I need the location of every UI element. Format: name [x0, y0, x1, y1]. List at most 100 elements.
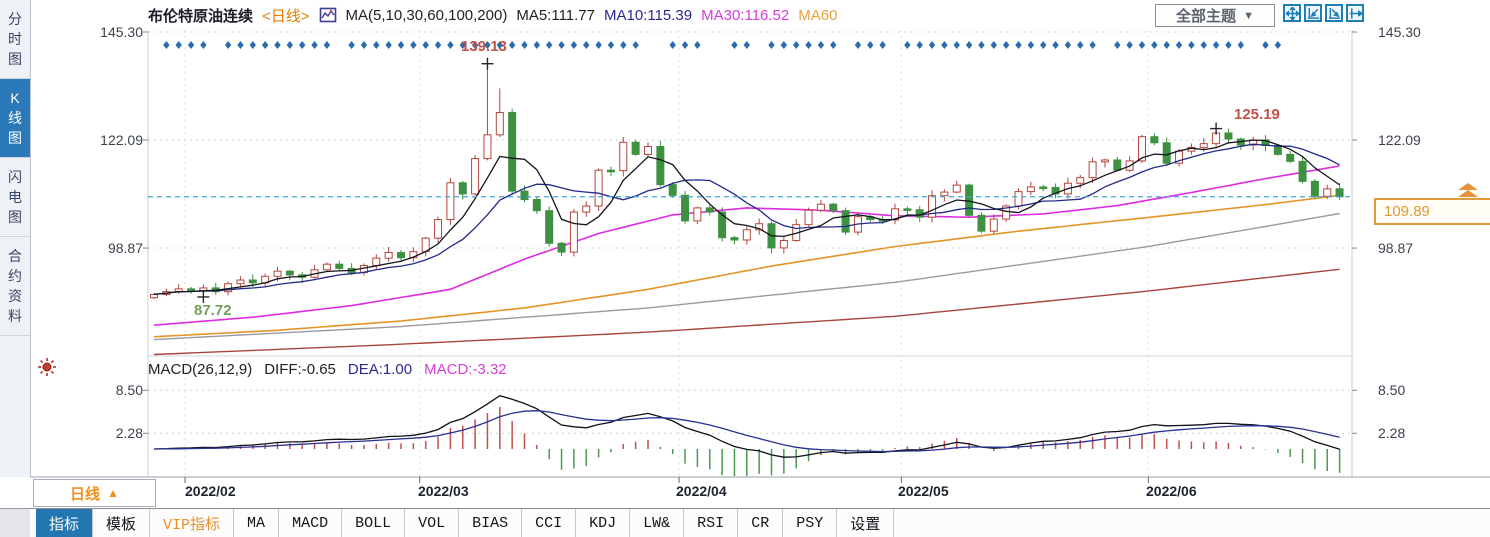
double-up-arrow-icon	[1458, 183, 1478, 190]
chart-header: 布伦特原油连续 <日线> MA(5,10,30,60,100,200) MA5:1…	[148, 4, 837, 26]
triangle-up-icon: ▲	[107, 486, 119, 500]
compress-left-icon[interactable]	[1304, 4, 1322, 22]
theme-dropdown-label: 全部主题	[1176, 8, 1237, 25]
event-dot	[1114, 41, 1121, 49]
event-dot	[249, 41, 256, 49]
event-dot	[793, 41, 800, 49]
candle-body	[1323, 188, 1332, 197]
event-dot	[1212, 41, 1220, 49]
price-tick-left-3: 98.87	[107, 240, 143, 256]
tab-CR[interactable]: CR	[738, 509, 784, 537]
tab-MACD[interactable]: MACD	[279, 509, 343, 537]
double-up-arrow-icon	[1458, 190, 1478, 197]
tab-模板[interactable]: 模板	[93, 509, 151, 537]
candle-body	[1014, 191, 1023, 207]
tab-BOLL[interactable]: BOLL	[342, 509, 406, 537]
candle-body	[397, 252, 405, 259]
event-dot	[607, 41, 615, 49]
compress-right-icon[interactable]	[1325, 4, 1343, 22]
tab-BIAS[interactable]: BIAS	[459, 509, 523, 537]
sidebar-item-合约资料[interactable]: 合约资料	[0, 237, 30, 336]
candle-body	[606, 169, 615, 173]
event-dot	[508, 41, 516, 49]
event-dot	[224, 41, 232, 49]
event-dot	[743, 41, 750, 49]
candle-body	[977, 214, 986, 232]
candle-body	[434, 219, 443, 239]
chart-control-toolbar	[1283, 4, 1364, 22]
candle-body	[273, 270, 282, 277]
event-dot	[867, 41, 874, 49]
macd-header: MACD(26,12,9) DIFF:-0.65 DEA:1.00 MACD:-…	[148, 361, 507, 378]
candle-body	[1162, 142, 1171, 164]
candle-body	[569, 211, 578, 253]
sidebar-item-闪电图[interactable]: 闪电图	[0, 158, 30, 237]
candle-body	[1026, 186, 1035, 193]
period-label: 日线	[70, 485, 101, 503]
event-dot	[373, 41, 380, 49]
ma60-value: MA60	[798, 6, 838, 24]
price-tick-left-1: 145.30	[100, 24, 143, 40]
instrument-name: 布伦特原油连续	[148, 7, 254, 25]
event-dot	[595, 41, 602, 49]
event-dot	[397, 41, 405, 49]
candle-body	[495, 112, 504, 136]
event-dot	[163, 41, 170, 49]
event-dot	[1200, 41, 1207, 49]
shift-right-icon[interactable]	[1346, 4, 1364, 22]
event-dot	[459, 41, 466, 49]
event-dot	[928, 41, 936, 49]
event-dot	[669, 41, 676, 49]
ma200-line	[153, 268, 1340, 356]
candle-body	[1199, 143, 1208, 148]
tab-MA[interactable]: MA	[234, 509, 280, 537]
kline-chart-icon	[319, 6, 337, 24]
sidebar-item-分时图[interactable]: 分时图	[0, 0, 30, 79]
tab-设置[interactable]: 设置	[837, 509, 895, 537]
tab-VIP指标[interactable]: VIP指标	[150, 509, 235, 537]
event-dot	[471, 41, 479, 49]
event-dot	[990, 41, 997, 49]
price-tick-left-2: 122.09	[100, 132, 143, 148]
ma5-line	[153, 139, 1340, 296]
event-dot	[854, 41, 862, 49]
tab-RSI[interactable]: RSI	[684, 509, 739, 537]
tab-KDJ[interactable]: KDJ	[576, 509, 631, 537]
macd-tick-right-1: 8.50	[1378, 382, 1406, 398]
tab-指标[interactable]: 指标	[36, 509, 94, 537]
event-dot	[1188, 41, 1195, 49]
macd-tick-left-1: 8.50	[115, 382, 143, 398]
event-dot	[1225, 41, 1232, 49]
candle-body	[372, 257, 381, 267]
event-dot	[965, 41, 973, 49]
event-dot	[434, 41, 442, 49]
ma60-line	[153, 194, 1340, 338]
event-dot	[175, 41, 182, 49]
candle-body	[471, 158, 480, 195]
event-dot	[200, 41, 207, 49]
tab-PSY[interactable]: PSY	[783, 509, 838, 537]
x-tick-2022-03: 2022/03	[418, 483, 469, 499]
candle-body	[446, 182, 455, 221]
theme-dropdown-button[interactable]: 全部主题 ▼	[1155, 4, 1275, 27]
event-dot	[323, 41, 331, 49]
tab-LW&[interactable]: LW&	[630, 509, 685, 537]
candle-body	[928, 195, 937, 218]
chevron-down-icon: ▼	[1243, 9, 1254, 22]
tab-VOL[interactable]: VOL	[405, 509, 460, 537]
tab-CCI[interactable]: CCI	[522, 509, 577, 537]
candle-body	[335, 263, 344, 269]
pan-move-icon[interactable]	[1283, 4, 1301, 22]
event-dot	[1163, 41, 1170, 49]
event-dot	[496, 41, 503, 49]
period-selector[interactable]: 日线 ▲	[33, 479, 156, 507]
event-dot	[447, 41, 454, 49]
price-tick-right-3: 98.87	[1378, 240, 1414, 256]
macd-tick-left-2: 2.28	[115, 425, 143, 441]
candle-body	[1298, 160, 1307, 182]
indicator-sun-icon[interactable]	[37, 357, 57, 382]
candle-body	[458, 182, 467, 195]
